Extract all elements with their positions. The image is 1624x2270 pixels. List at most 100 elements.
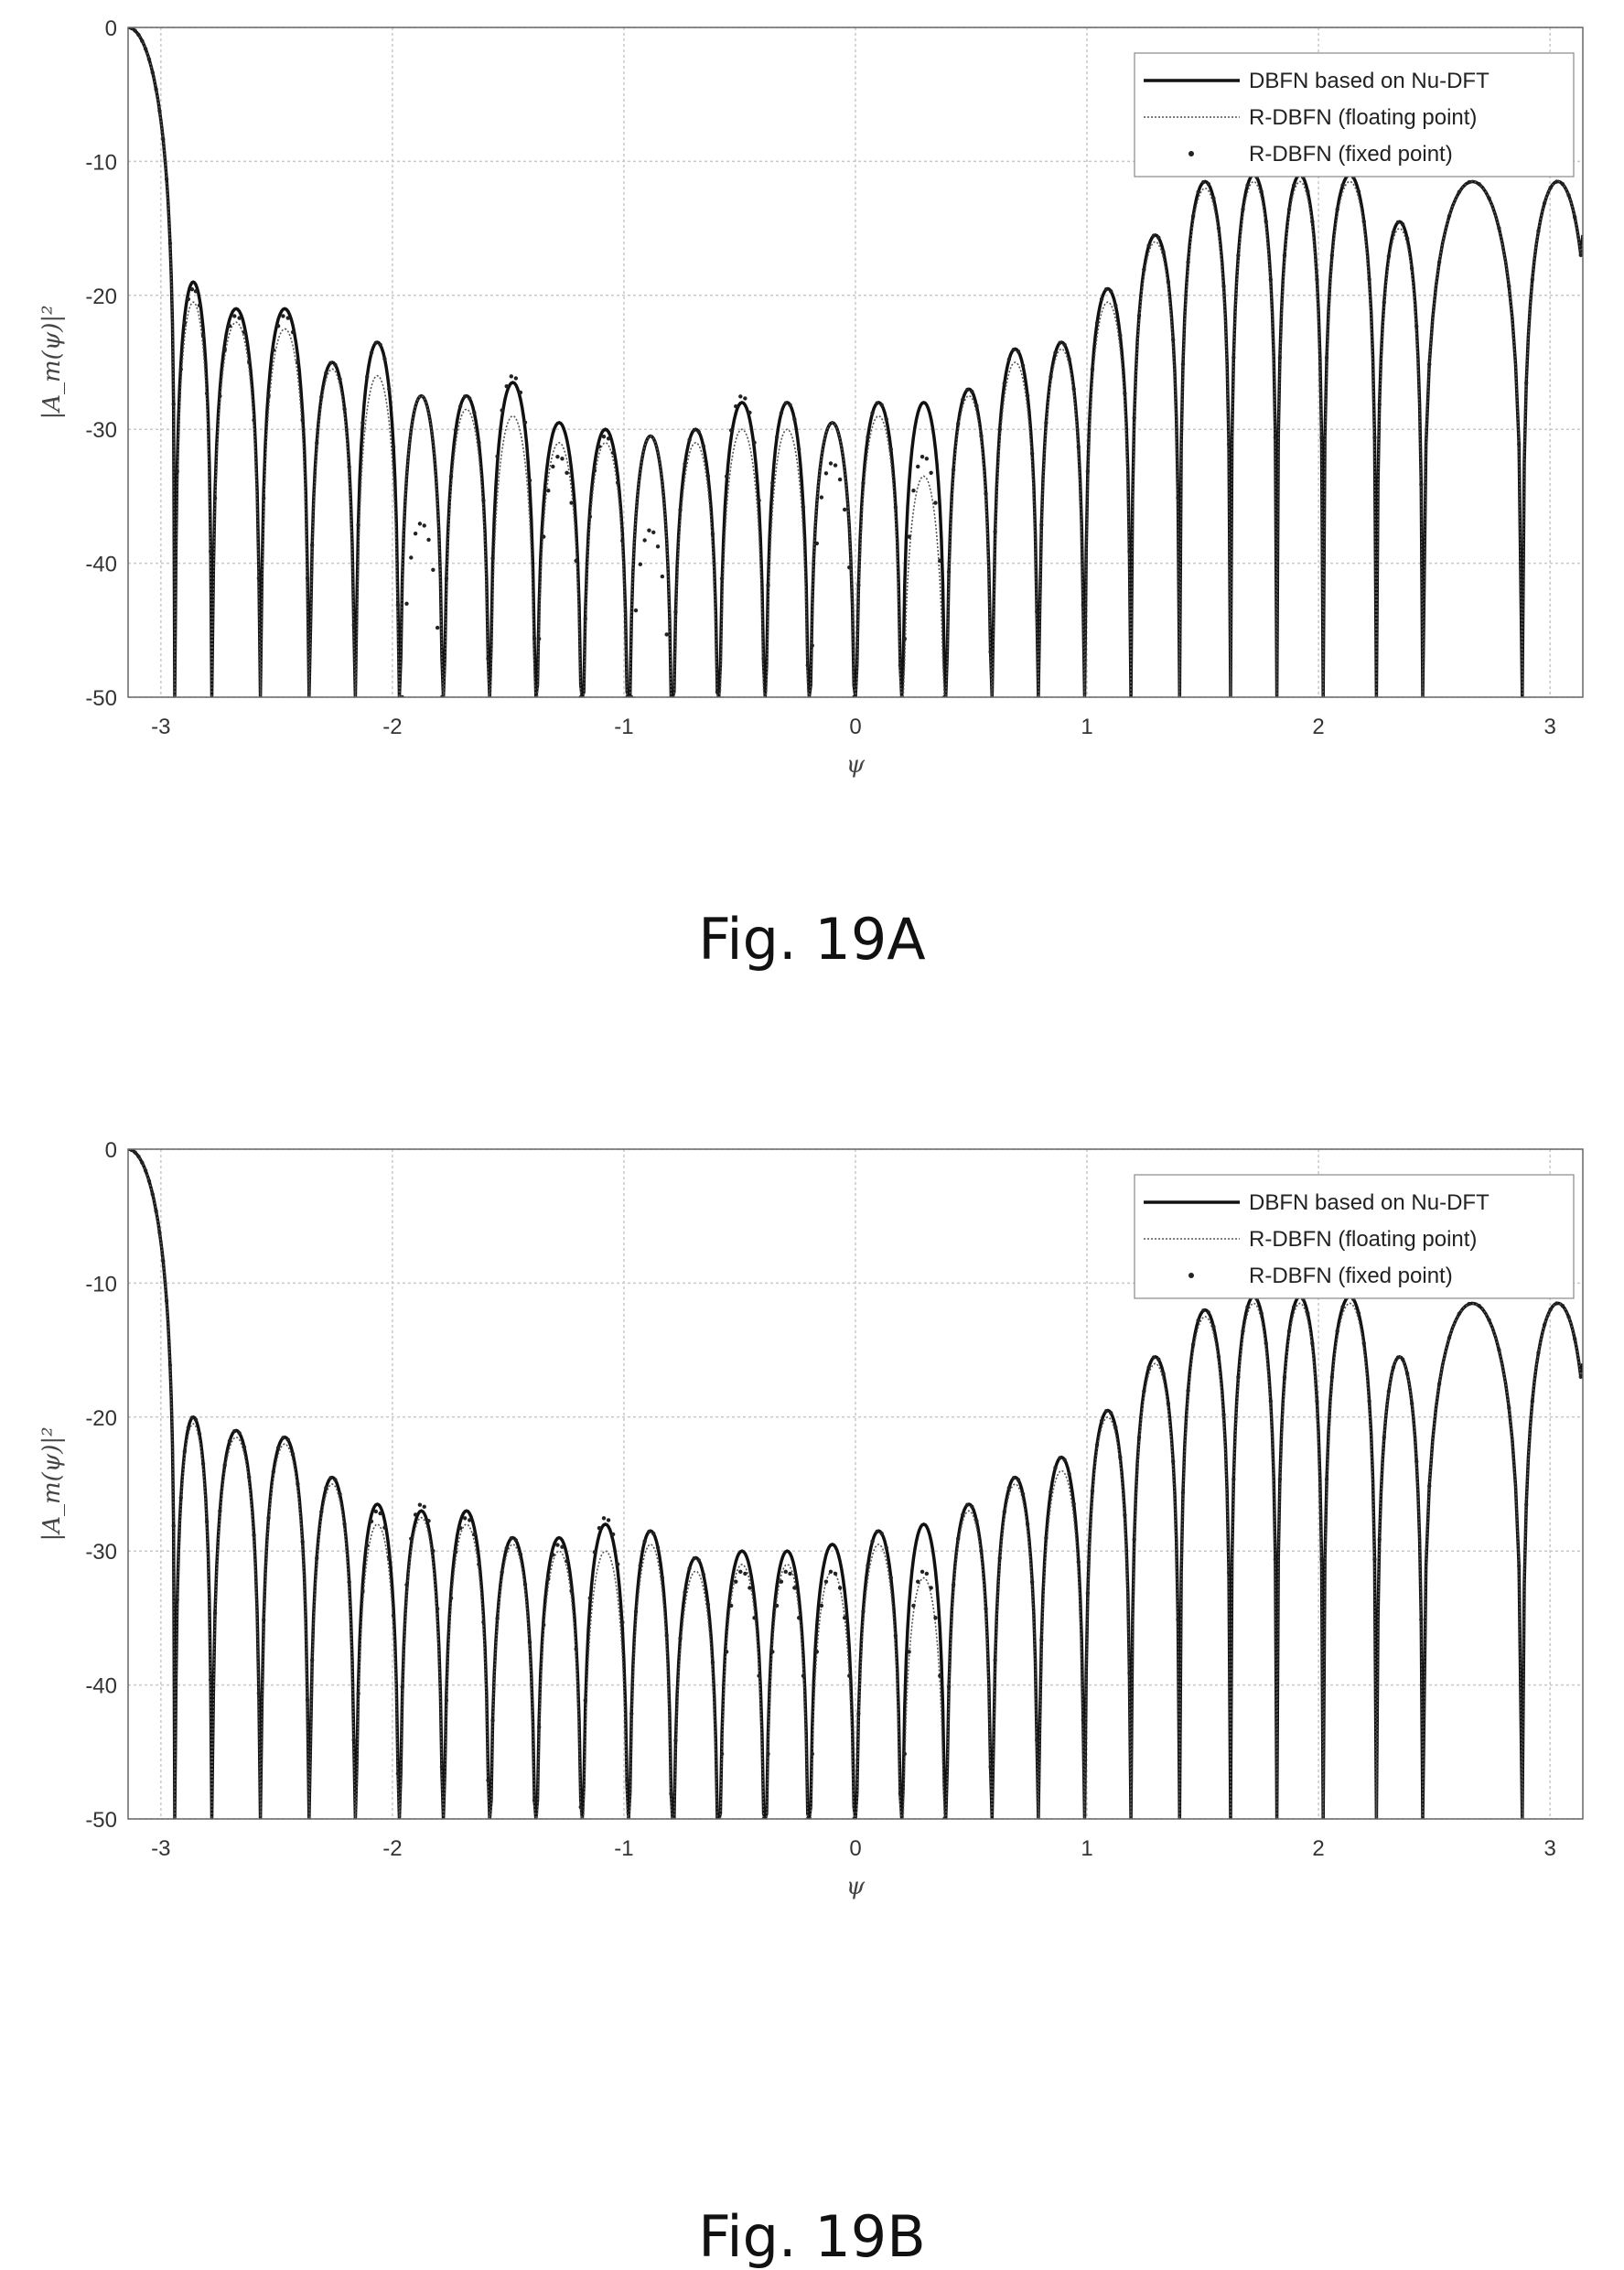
marker-point	[444, 1698, 449, 1703]
marker-point	[988, 650, 993, 654]
marker-point	[351, 622, 356, 628]
marker-point	[143, 1168, 148, 1173]
marker-point	[1142, 1389, 1146, 1393]
marker-point	[1206, 1310, 1211, 1315]
marker-point	[182, 321, 188, 326]
marker-point	[1109, 289, 1113, 294]
marker-point	[551, 1553, 555, 1557]
marker-point	[587, 514, 593, 519]
marker-point	[1049, 1490, 1053, 1494]
marker-point	[175, 1598, 179, 1602]
marker-point	[1372, 1557, 1377, 1562]
marker-point	[266, 1515, 271, 1521]
marker-point	[555, 454, 560, 459]
marker-point	[1231, 355, 1236, 360]
marker-point	[1176, 1617, 1180, 1622]
marker-point	[1395, 220, 1401, 225]
marker-point	[342, 406, 347, 412]
marker-point	[970, 389, 974, 394]
marker-point	[1206, 181, 1211, 187]
marker-point	[710, 1660, 715, 1665]
marker-point	[757, 1673, 761, 1678]
marker-point	[893, 1633, 898, 1638]
marker-point	[157, 108, 162, 113]
marker-point	[597, 444, 602, 449]
marker-point	[1067, 1471, 1071, 1477]
marker-point	[369, 1519, 374, 1523]
marker-point	[642, 538, 647, 543]
marker-point	[324, 371, 328, 375]
marker-point	[610, 1532, 616, 1537]
marker-point	[360, 420, 365, 425]
marker-point	[692, 1556, 696, 1561]
marker-point	[1094, 1443, 1100, 1447]
y-tick-label: -30	[85, 1540, 117, 1565]
marker-point	[597, 1525, 602, 1531]
marker-point	[1400, 221, 1405, 227]
marker-point	[916, 1579, 920, 1584]
marker-point	[1127, 1671, 1132, 1675]
marker-point	[197, 1431, 202, 1436]
marker-point	[738, 1569, 743, 1575]
marker-point	[810, 643, 814, 648]
marker-point	[1273, 1557, 1278, 1562]
marker-point	[705, 474, 711, 479]
marker-point	[592, 468, 597, 473]
marker-point	[536, 1725, 542, 1729]
marker-point	[1053, 1466, 1058, 1470]
marker-point	[237, 316, 242, 320]
marker-point	[1277, 355, 1283, 360]
marker-point	[638, 562, 643, 566]
marker-point	[140, 38, 145, 43]
legend-label: DBFN based on Nu-DFT	[1249, 69, 1490, 93]
marker-point	[1356, 1311, 1361, 1316]
marker-point	[734, 403, 738, 409]
marker-point	[601, 435, 607, 439]
marker-point	[1123, 1512, 1127, 1518]
marker-point	[527, 1640, 532, 1645]
marker-point	[1542, 1322, 1547, 1328]
marker-point	[810, 1751, 814, 1757]
marker-point	[1427, 361, 1432, 367]
marker-point	[796, 446, 801, 452]
marker-point	[1382, 1435, 1387, 1440]
marker-point	[1419, 482, 1424, 487]
marker-point	[856, 583, 861, 587]
marker-point	[970, 1504, 974, 1509]
marker-point	[1241, 207, 1245, 211]
marker-point	[951, 1582, 956, 1587]
y-axis-label: |A_m(ψ)|²	[38, 1426, 66, 1541]
marker-point	[204, 391, 210, 396]
y-tick-label: -40	[85, 1674, 117, 1699]
marker-point	[1151, 233, 1156, 238]
marker-point	[232, 314, 237, 318]
marker-point	[1324, 355, 1329, 360]
marker-point	[1391, 230, 1396, 234]
marker-point	[486, 1778, 490, 1782]
marker-point	[1085, 1591, 1091, 1596]
y-tick-label: -40	[85, 553, 117, 577]
marker-point	[1264, 1340, 1268, 1346]
marker-point	[788, 403, 792, 407]
marker-point	[252, 417, 256, 423]
marker-point	[222, 348, 227, 352]
marker-point	[633, 1609, 639, 1614]
marker-point	[391, 1613, 396, 1618]
legend-label: R-DBFN (floating point)	[1249, 105, 1477, 130]
marker-point	[792, 417, 797, 422]
marker-point	[296, 360, 300, 365]
x-tick-label: ‑1	[614, 715, 633, 739]
x-tick-label: 2	[1312, 1836, 1324, 1861]
marker-point	[916, 464, 920, 469]
marker-point	[1020, 363, 1026, 368]
marker-point	[961, 1512, 965, 1517]
marker-point	[347, 1579, 351, 1585]
marker-point	[1530, 277, 1535, 282]
marker-point	[1286, 1329, 1292, 1333]
marker-point	[1487, 1318, 1491, 1322]
x-tick-label: ‑3	[151, 1836, 170, 1861]
marker-point	[271, 348, 276, 352]
x-tick-label: ‑2	[382, 1836, 402, 1861]
marker-point	[664, 632, 669, 637]
marker-point	[486, 656, 490, 661]
